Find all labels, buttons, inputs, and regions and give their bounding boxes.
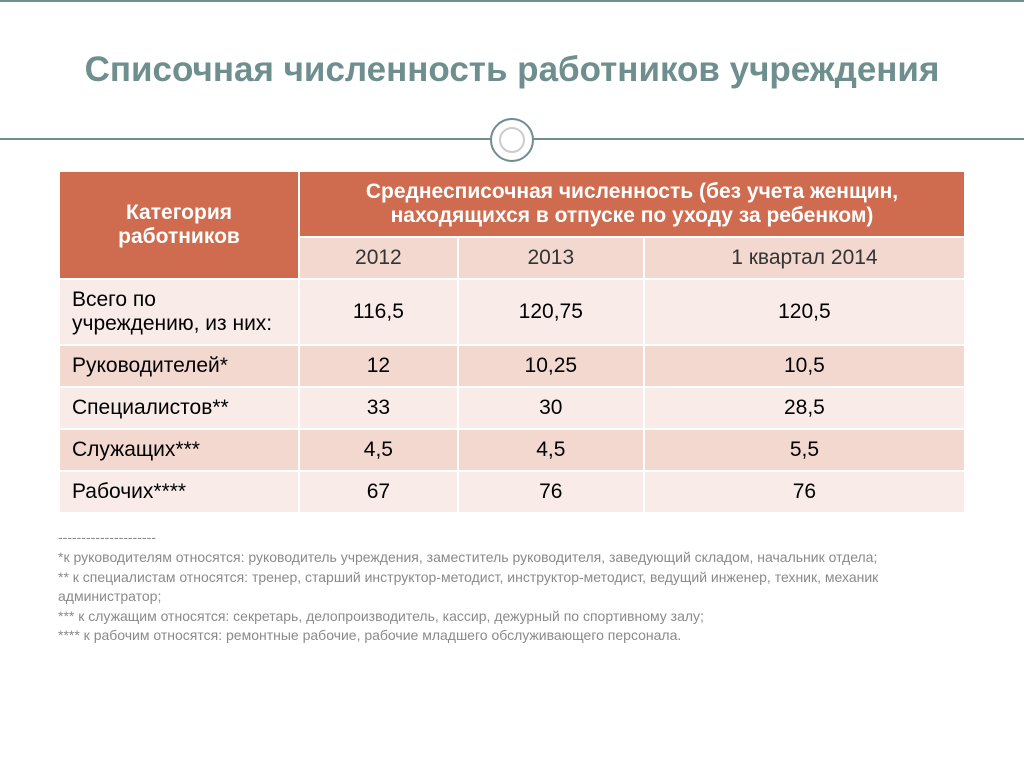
footnote-dashes: ---------------------	[58, 528, 966, 547]
cell: 10,5	[644, 345, 965, 387]
table-row: Специалистов** 33 30 28,5	[59, 387, 965, 429]
col-header-category: Категория работников	[59, 171, 299, 279]
cell: 67	[299, 471, 458, 513]
cell: 120,5	[644, 279, 965, 345]
cell: 76	[644, 471, 965, 513]
headcount-table: Категория работников Среднесписочная чис…	[58, 170, 966, 514]
cell: 76	[458, 471, 644, 513]
footnotes: --------------------- *к руководителям о…	[0, 514, 1024, 645]
cell: 28,5	[644, 387, 965, 429]
cell: 30	[458, 387, 644, 429]
cell: 12	[299, 345, 458, 387]
footnote-line: *к руководителям относятся: руководитель…	[58, 548, 966, 567]
year-header: 1 квартал 2014	[644, 237, 965, 279]
col-header-merged: Среднесписочная численность (без учета ж…	[299, 171, 965, 237]
cell: 120,75	[458, 279, 644, 345]
row-label: Служащих***	[59, 429, 299, 471]
cell: 33	[299, 387, 458, 429]
row-label: Руководителей*	[59, 345, 299, 387]
year-header: 2013	[458, 237, 644, 279]
row-label: Специалистов**	[59, 387, 299, 429]
table-header-row-1: Категория работников Среднесписочная чис…	[59, 171, 965, 237]
row-label: Всего по учреждению, из них:	[59, 279, 299, 345]
decoration-circle	[490, 118, 534, 162]
cell: 4,5	[299, 429, 458, 471]
footnote-line: *** к служащим относятся: секретарь, дел…	[58, 607, 966, 626]
content-area: Категория работников Среднесписочная чис…	[0, 140, 1024, 514]
footnote-line: ** к специалистам относятся: тренер, ста…	[58, 568, 966, 606]
table-row: Руководителей* 12 10,25 10,5	[59, 345, 965, 387]
cell: 116,5	[299, 279, 458, 345]
cell: 4,5	[458, 429, 644, 471]
cell: 5,5	[644, 429, 965, 471]
table-row: Служащих*** 4,5 4,5 5,5	[59, 429, 965, 471]
footnote-line: **** к рабочим относятся: ремонтные рабо…	[58, 626, 966, 645]
row-label: Рабочих****	[59, 471, 299, 513]
cell: 10,25	[458, 345, 644, 387]
page-title: Списочная численность работников учрежде…	[85, 50, 940, 90]
table-row: Рабочих**** 67 76 76	[59, 471, 965, 513]
year-header: 2012	[299, 237, 458, 279]
slide: Списочная численность работников учрежде…	[0, 0, 1024, 768]
decoration-circle-inner	[499, 127, 525, 153]
table-row: Всего по учреждению, из них: 116,5 120,7…	[59, 279, 965, 345]
